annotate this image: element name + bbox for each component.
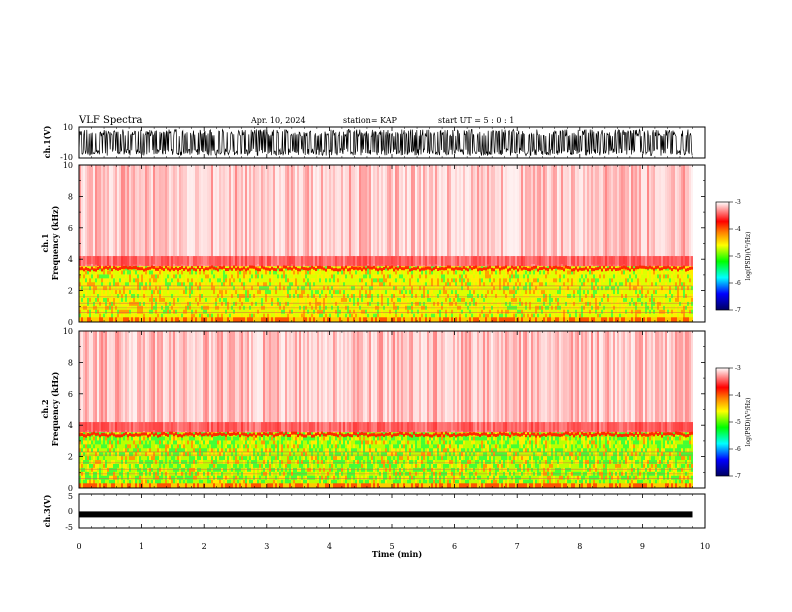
ch1-spectrogram-panel: 0 2 4 6 8 10 ch.1 Frequency (kHz) <box>40 161 706 327</box>
colorbar-tick-label: -7 <box>735 473 741 480</box>
start-time-label: start UT = 5 : 0 : 1 <box>438 116 514 125</box>
time-tick-label: 7 <box>515 542 520 551</box>
time-tick-label: 2 <box>202 542 207 551</box>
colorbar-tick-label: -5 <box>735 253 741 260</box>
time-tick-label: 5 <box>389 542 394 551</box>
time-tick-label: 9 <box>640 542 645 551</box>
station-label: station= KAP <box>343 116 398 125</box>
ch2-spec-ylabel-b: Frequency (kHz) <box>50 371 60 446</box>
ch2-spectrogram-panel: 0 2 4 6 8 10 ch.2 Frequency (kHz) <box>40 327 706 493</box>
time-tick-label: 3 <box>264 542 269 551</box>
ch3-waveform-line <box>79 511 693 518</box>
ch3-ylabel: ch.3(V) <box>42 494 52 527</box>
time-tick-label: 1 <box>139 542 144 551</box>
spec-ytick-label: 6 <box>68 390 73 399</box>
colorbar-tick-label: -4 <box>735 392 741 399</box>
colorbar-ch1: -3 -4 -5 -6 -7 log(PSD)(V²/Hz) <box>715 199 752 314</box>
time-tick-label: 10 <box>700 542 710 551</box>
colorbar-ch1-label: log(PSD)(V²/Hz) <box>745 232 752 281</box>
colorbar-ch2-label: log(PSD)(V²/Hz) <box>745 398 752 447</box>
colorbar-ch2: -3 -4 -5 -6 -7 log(PSD)(V²/Hz) <box>715 365 752 480</box>
figure-title: VLF Spectra <box>78 115 143 126</box>
ch2-spec-ylabel-a: ch.2 <box>40 399 50 418</box>
spec-ytick-label: 8 <box>68 192 73 201</box>
spec-ytick-label: 8 <box>68 358 73 367</box>
colorbar-tick-label: -4 <box>735 226 741 233</box>
colorbar-tick-label: -6 <box>735 446 741 453</box>
spec-ytick-label: 10 <box>63 327 73 336</box>
ch3-ytick-mid: 0 <box>68 507 73 516</box>
colorbar-tick-label: -6 <box>735 280 741 287</box>
ch1-ylabel: ch.1(V) <box>42 125 52 158</box>
ch3-waveform-panel: 5 0 -5 ch.3(V) <box>42 492 706 532</box>
ch1-ytick-top: 10 <box>63 123 73 132</box>
spec-ytick-label: 4 <box>68 421 73 430</box>
spec-ytick-label: 4 <box>68 255 73 264</box>
spec-ytick-label: 2 <box>68 453 73 462</box>
ch3-ytick-top: 5 <box>68 492 73 501</box>
date-label: Apr. 10, 2024 <box>250 116 306 125</box>
ch1-ytick-bottom: -10 <box>60 153 73 162</box>
spec-ytick-label: 0 <box>68 318 73 327</box>
time-axis-label: Time (min) <box>372 549 422 559</box>
spec-ytick-label: 2 <box>68 287 73 296</box>
colorbar-tick-label: -5 <box>735 419 741 426</box>
time-tick-label: 6 <box>452 542 457 551</box>
time-axis: 0 1 2 3 4 5 6 7 8 9 10 <box>76 127 710 551</box>
ch1-spec-ylabel-b: Frequency (kHz) <box>50 205 60 280</box>
time-tick-label: 8 <box>577 542 582 551</box>
time-tick-label: 0 <box>76 542 81 551</box>
ch1-spec-ylabel-a: ch.1 <box>40 233 50 252</box>
spec-ytick-label: 0 <box>68 484 73 493</box>
time-tick-label: 4 <box>327 542 332 551</box>
spec-ytick-label: 6 <box>68 224 73 233</box>
spec-ytick-label: 10 <box>63 161 73 170</box>
ch3-ytick-bottom: -5 <box>65 523 73 532</box>
colorbar-tick-label: -3 <box>735 365 741 372</box>
ch1-waveform-line <box>78 128 693 157</box>
colorbar-tick-label: -3 <box>735 199 741 206</box>
colorbar-tick-label: -7 <box>735 307 741 314</box>
